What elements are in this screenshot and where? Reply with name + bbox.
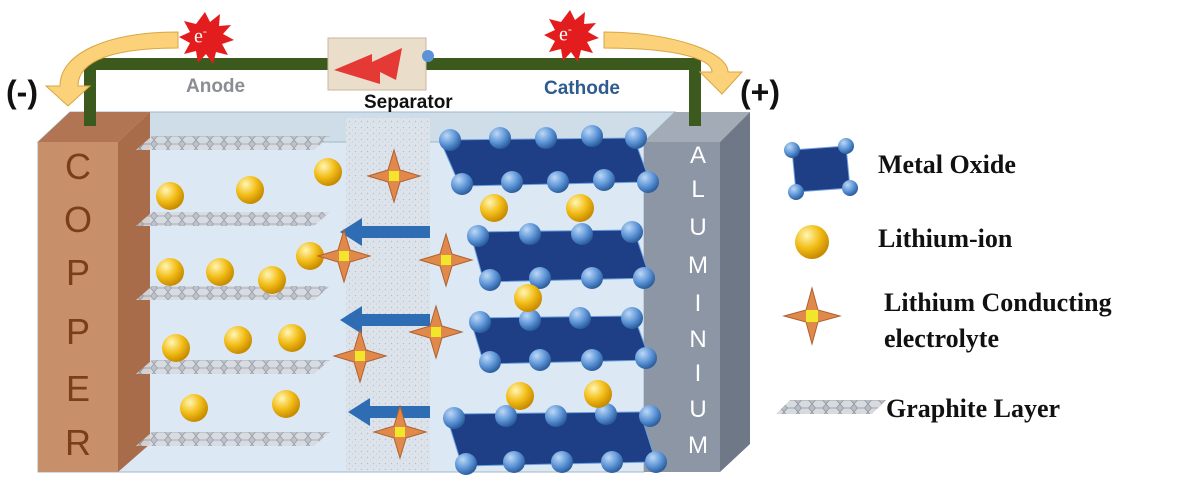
metal-oxide-legend-icon	[784, 138, 858, 200]
metal-oxide-layers	[439, 137, 657, 467]
positive-terminal-label: (+)	[740, 74, 780, 110]
cathode-label: Cathode	[544, 78, 620, 99]
electron-label-right: e-	[559, 22, 572, 46]
lithium-ion-legend-icon	[795, 225, 829, 259]
metal-oxide-atoms	[439, 125, 667, 475]
anode-label: Anode	[186, 76, 246, 97]
graphite-legend-icon	[776, 400, 886, 414]
electrolyte-legend-icon	[782, 286, 842, 346]
right-curved-arrow	[603, 31, 744, 95]
lithium-ions	[156, 158, 612, 422]
electron-starburst-right	[544, 10, 599, 62]
lightning-icon	[334, 48, 402, 84]
graphite-layers	[136, 136, 330, 446]
legend-metal-oxide: Metal Oxide	[878, 150, 1016, 179]
electrolyte-stars	[316, 148, 474, 460]
separator-label: Separator	[364, 92, 453, 113]
copper-collector	[38, 142, 118, 472]
legend-graphite: Graphite Layer	[886, 394, 1061, 423]
legend-electrolyte-line1: Lithium Conducting	[884, 288, 1112, 317]
electron-starburst-left	[179, 12, 234, 64]
ion-flow-arrows	[340, 218, 430, 426]
negative-terminal-label: (-)	[6, 74, 38, 110]
legend-electrolyte-line2: electrolyte	[884, 324, 999, 353]
electron-label-left: e-	[194, 24, 207, 48]
legend-lithium-ion: Lithium-ion	[878, 224, 1013, 253]
left-curved-arrow	[44, 31, 179, 107]
